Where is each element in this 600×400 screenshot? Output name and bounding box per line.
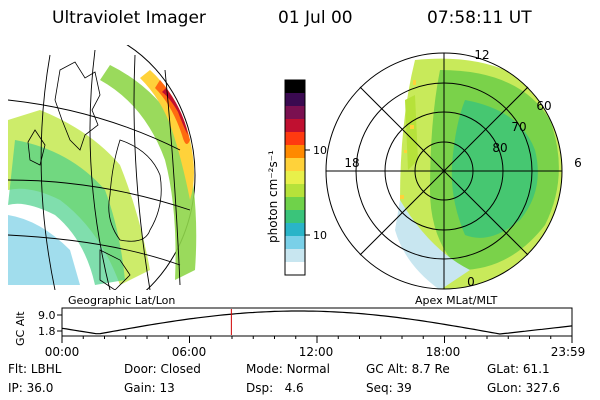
- mlt-label-0: 0: [467, 275, 475, 289]
- colorbar-unit-label: photon cm⁻²s⁻¹: [266, 150, 280, 243]
- colorbar-cell: [285, 249, 305, 263]
- timeline-xtick-3: 18:00: [426, 345, 461, 359]
- colorbar-cell: [285, 197, 305, 211]
- info-glon: GLon: 327.6: [487, 381, 560, 395]
- colorbar-cell: [285, 93, 305, 107]
- colorbar: 100 10 photon cm⁻²s⁻¹: [266, 79, 334, 276]
- colorbar-cell: [285, 171, 305, 185]
- mlt-label-6: 6: [574, 156, 582, 170]
- colorbar-cell: [285, 158, 305, 172]
- polar-image: 12 18 6 0 60 70 80: [325, 48, 582, 290]
- colorbar-cell: [285, 119, 305, 133]
- colorbar-cell: [285, 145, 305, 159]
- colorbar-cell: [285, 262, 305, 276]
- info-flt: Flt: LBHL: [8, 362, 62, 376]
- colorbar-cell: [285, 236, 305, 250]
- instrument-title: Ultraviolet Imager: [52, 8, 206, 28]
- info-door: Door: Closed: [124, 362, 201, 376]
- mlat-label-80: 80: [492, 141, 507, 155]
- mlt-label-12: 12: [474, 48, 489, 62]
- colorbar-tick-10: 10: [313, 229, 327, 242]
- info-seq: Seq: 39: [366, 381, 412, 395]
- colorbar-cell: [285, 80, 305, 94]
- info-gain: Gain: 13: [124, 381, 175, 395]
- timeline-xtick-4: 23:59: [551, 345, 586, 359]
- colorbar-cell: [285, 106, 305, 120]
- info-dsp: Dsp: 4.6: [246, 381, 304, 395]
- timeline-xtick-1: 06:00: [172, 345, 207, 359]
- mlat-label-70: 70: [511, 120, 526, 134]
- info-ip: IP: 36.0: [8, 381, 54, 395]
- left-panel-caption: Geographic Lat/Lon: [68, 294, 175, 307]
- mlt-label-18: 18: [344, 156, 359, 170]
- orbit-timeline: 9.0 1.8 GC Alt 00:00 06:00 12:00 18:00 2…: [14, 307, 586, 359]
- timeline-ylabel: GC Alt: [14, 311, 27, 346]
- geographic-image: [8, 45, 197, 290]
- info-gc-alt: GC Alt: 8.7 Re: [366, 362, 450, 376]
- colorbar-cell: [285, 223, 305, 237]
- colorbar-cell: [285, 184, 305, 198]
- time-label: 07:58:11 UT: [427, 8, 532, 28]
- info-mode: Mode: Normal: [246, 362, 330, 376]
- info-glat: GLat: 61.1: [487, 362, 550, 376]
- date-label: 01 Jul 00: [278, 8, 353, 28]
- timeline-xtick-2: 12:00: [299, 345, 334, 359]
- colorbar-cell: [285, 210, 305, 224]
- timeline-ytick-low: 1.8: [38, 325, 56, 338]
- right-panel-caption: Apex MLat/MLT: [415, 294, 498, 307]
- mlat-label-60: 60: [536, 99, 551, 113]
- colorbar-cell: [285, 132, 305, 146]
- timeline-xtick-0: 00:00: [45, 345, 80, 359]
- timeline-ytick-high: 9.0: [38, 309, 56, 322]
- altitude-curve: [61, 310, 573, 335]
